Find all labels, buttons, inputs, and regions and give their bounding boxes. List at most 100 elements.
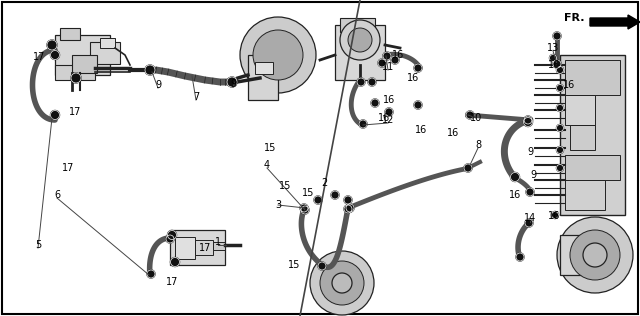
Text: 6: 6 (54, 190, 60, 200)
Circle shape (301, 206, 309, 214)
Text: 16: 16 (407, 73, 419, 83)
Bar (340, 18, 375, 32)
Circle shape (385, 108, 393, 116)
Text: 17: 17 (33, 52, 45, 62)
Text: 16: 16 (392, 50, 404, 60)
Circle shape (557, 147, 563, 154)
Text: 2: 2 (321, 178, 327, 188)
Circle shape (525, 219, 533, 227)
Circle shape (300, 204, 308, 212)
Circle shape (71, 73, 81, 83)
Circle shape (557, 217, 633, 293)
Text: 4: 4 (264, 160, 270, 170)
Circle shape (557, 105, 563, 112)
Text: 8: 8 (475, 140, 481, 150)
Circle shape (147, 270, 155, 278)
Text: 1: 1 (215, 237, 221, 247)
Text: 9: 9 (527, 147, 533, 157)
Circle shape (552, 211, 559, 218)
Text: 15: 15 (279, 181, 291, 191)
Text: 3: 3 (275, 200, 281, 210)
Bar (255, 62, 273, 74)
Circle shape (557, 125, 563, 131)
Bar (72, 55, 97, 73)
Circle shape (320, 261, 364, 305)
Circle shape (332, 273, 352, 293)
Circle shape (557, 165, 563, 172)
Text: 16: 16 (378, 113, 390, 123)
Circle shape (166, 235, 174, 243)
Circle shape (51, 111, 60, 119)
Circle shape (170, 258, 179, 266)
Circle shape (253, 30, 303, 80)
Text: 9: 9 (530, 170, 536, 180)
Text: 16: 16 (415, 125, 427, 135)
FancyArrow shape (590, 15, 640, 29)
Circle shape (553, 60, 561, 68)
Circle shape (240, 17, 316, 93)
Bar (335, 25, 385, 80)
Text: 12: 12 (382, 115, 394, 125)
Circle shape (340, 20, 380, 60)
Circle shape (368, 78, 376, 86)
Text: 5: 5 (35, 240, 41, 250)
Bar (55, 35, 110, 75)
Text: 14: 14 (524, 213, 536, 223)
Circle shape (314, 196, 322, 204)
Text: 15: 15 (302, 188, 314, 198)
Bar (195, 240, 213, 255)
Bar (565, 155, 620, 180)
Circle shape (168, 230, 177, 240)
Text: 16: 16 (548, 211, 560, 221)
Bar (100, 38, 115, 48)
Circle shape (51, 51, 60, 59)
Bar (55, 65, 95, 80)
Bar (170, 230, 225, 265)
Circle shape (414, 101, 422, 109)
Circle shape (570, 230, 620, 280)
Circle shape (557, 84, 563, 92)
Circle shape (145, 65, 155, 75)
Circle shape (383, 52, 391, 60)
Circle shape (348, 28, 372, 52)
Text: 11: 11 (382, 62, 394, 72)
Circle shape (414, 64, 422, 72)
Circle shape (378, 59, 386, 67)
Circle shape (391, 56, 399, 64)
Text: 15: 15 (264, 143, 276, 153)
Text: 16: 16 (383, 95, 395, 105)
Circle shape (371, 99, 379, 107)
Circle shape (526, 188, 534, 196)
Circle shape (344, 205, 352, 213)
Bar (213, 242, 225, 250)
Circle shape (266, 43, 290, 67)
Bar (248, 55, 278, 100)
Circle shape (310, 251, 374, 315)
Circle shape (359, 120, 367, 128)
Text: 17: 17 (166, 277, 178, 287)
Circle shape (524, 118, 532, 126)
Bar (60, 28, 80, 40)
Text: 17: 17 (69, 107, 81, 117)
Circle shape (511, 173, 520, 181)
Circle shape (357, 78, 365, 86)
Circle shape (550, 54, 557, 62)
Circle shape (47, 40, 57, 50)
Bar (560, 55, 625, 215)
Circle shape (331, 191, 339, 199)
Bar (565, 60, 620, 95)
Circle shape (464, 164, 472, 172)
Circle shape (344, 196, 352, 204)
Text: 13: 13 (547, 43, 559, 53)
Circle shape (516, 253, 524, 261)
Text: 17: 17 (62, 163, 74, 173)
Bar (570, 125, 595, 150)
Circle shape (346, 204, 354, 212)
Circle shape (227, 77, 237, 87)
Text: 16: 16 (447, 128, 459, 138)
Circle shape (557, 66, 563, 74)
Text: 16: 16 (509, 190, 521, 200)
Bar (90, 42, 120, 64)
Circle shape (553, 32, 561, 40)
Text: 9: 9 (155, 80, 161, 90)
